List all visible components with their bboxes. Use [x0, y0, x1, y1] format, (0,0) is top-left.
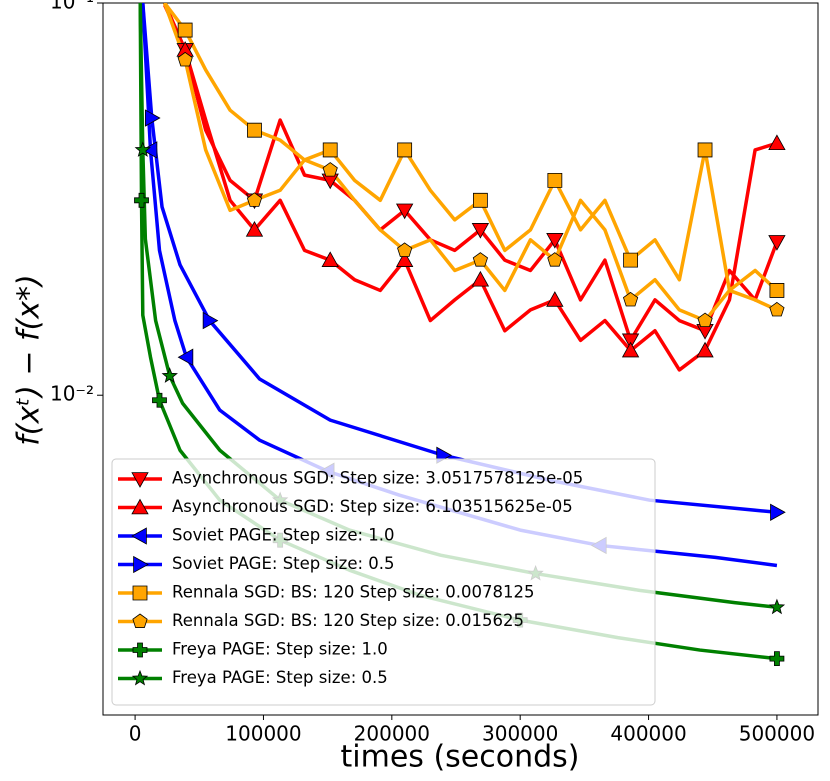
marker [471, 223, 490, 239]
marker [161, 367, 178, 383]
legend: Asynchronous SGD: Step size: 3.051757812… [111, 458, 656, 706]
marker [133, 555, 149, 574]
marker [697, 312, 713, 328]
x-axis-label: times (seconds) [341, 740, 580, 775]
marker [134, 192, 149, 208]
marker [547, 252, 563, 267]
marker [547, 172, 563, 188]
marker [770, 503, 786, 521]
marker [131, 527, 147, 545]
legend-label: Rennala SGD: BS: 120 Step size: 0.007812… [172, 583, 535, 602]
marker [395, 251, 414, 267]
x-tick-label: 0 [129, 722, 142, 746]
marker [177, 22, 193, 38]
marker [132, 585, 148, 601]
marker [141, 141, 158, 159]
marker [696, 341, 714, 358]
y-axis-label: f(xᵗ) − f(x*) [12, 274, 47, 446]
y-tick-label: 10⁻² [50, 382, 94, 406]
legend-label: Rennala SGD: BS: 120 Step size: 0.015625 [172, 611, 524, 630]
marker [152, 392, 167, 408]
x-tick-label: 300000 [482, 722, 558, 746]
marker [134, 141, 151, 157]
plot-frame [102, 2, 819, 716]
legend-label: Asynchronous SGD: Step size: 3.051757812… [172, 469, 583, 488]
marker [322, 162, 338, 177]
marker [131, 472, 149, 488]
marker [131, 669, 149, 686]
marker [769, 283, 785, 298]
marker [202, 311, 219, 330]
series-line [163, 4, 779, 343]
series-line [163, 3, 779, 293]
legend-label: Freya PAGE: Step size: 1.0 [172, 640, 388, 659]
marker [768, 235, 786, 251]
series-line [141, 3, 778, 515]
marker [245, 221, 264, 237]
x-tick-label: 500000 [739, 722, 815, 746]
marker [177, 51, 193, 67]
marker [132, 613, 148, 628]
marker [472, 252, 488, 267]
marker [623, 252, 638, 268]
marker [621, 333, 640, 350]
marker [144, 109, 161, 127]
marker [247, 122, 262, 138]
marker [321, 251, 339, 267]
marker [395, 203, 414, 220]
legend-label: Soviet PAGE: Step size: 1.0 [172, 526, 395, 545]
marker [397, 242, 413, 257]
marker [471, 270, 490, 287]
x-tick-label: 200000 [354, 722, 430, 746]
marker [132, 642, 148, 658]
series-line [163, 3, 778, 372]
marker [768, 598, 786, 615]
x-tick-label: 400000 [610, 722, 686, 746]
x-tick-label: 100000 [225, 722, 301, 746]
marker [621, 341, 640, 358]
legend-label: Soviet PAGE: Step size: 0.5 [172, 554, 395, 573]
marker [546, 233, 564, 249]
marker [769, 301, 785, 317]
marker [246, 192, 263, 207]
series-line [162, 3, 778, 323]
marker [768, 134, 786, 151]
marker [322, 142, 338, 158]
marker [131, 498, 149, 515]
marker [472, 192, 488, 208]
marker [622, 291, 639, 307]
legend-label: Freya PAGE: Step size: 0.5 [172, 668, 388, 687]
marker [177, 348, 194, 366]
marker [546, 291, 564, 307]
marker [397, 142, 413, 158]
legend-box [111, 458, 656, 706]
marker [769, 651, 785, 667]
y-tick-label: 10⁻¹ [50, 0, 94, 14]
legend-label: Asynchronous SGD: Step size: 6.103515625… [172, 497, 573, 516]
marker [697, 142, 713, 158]
